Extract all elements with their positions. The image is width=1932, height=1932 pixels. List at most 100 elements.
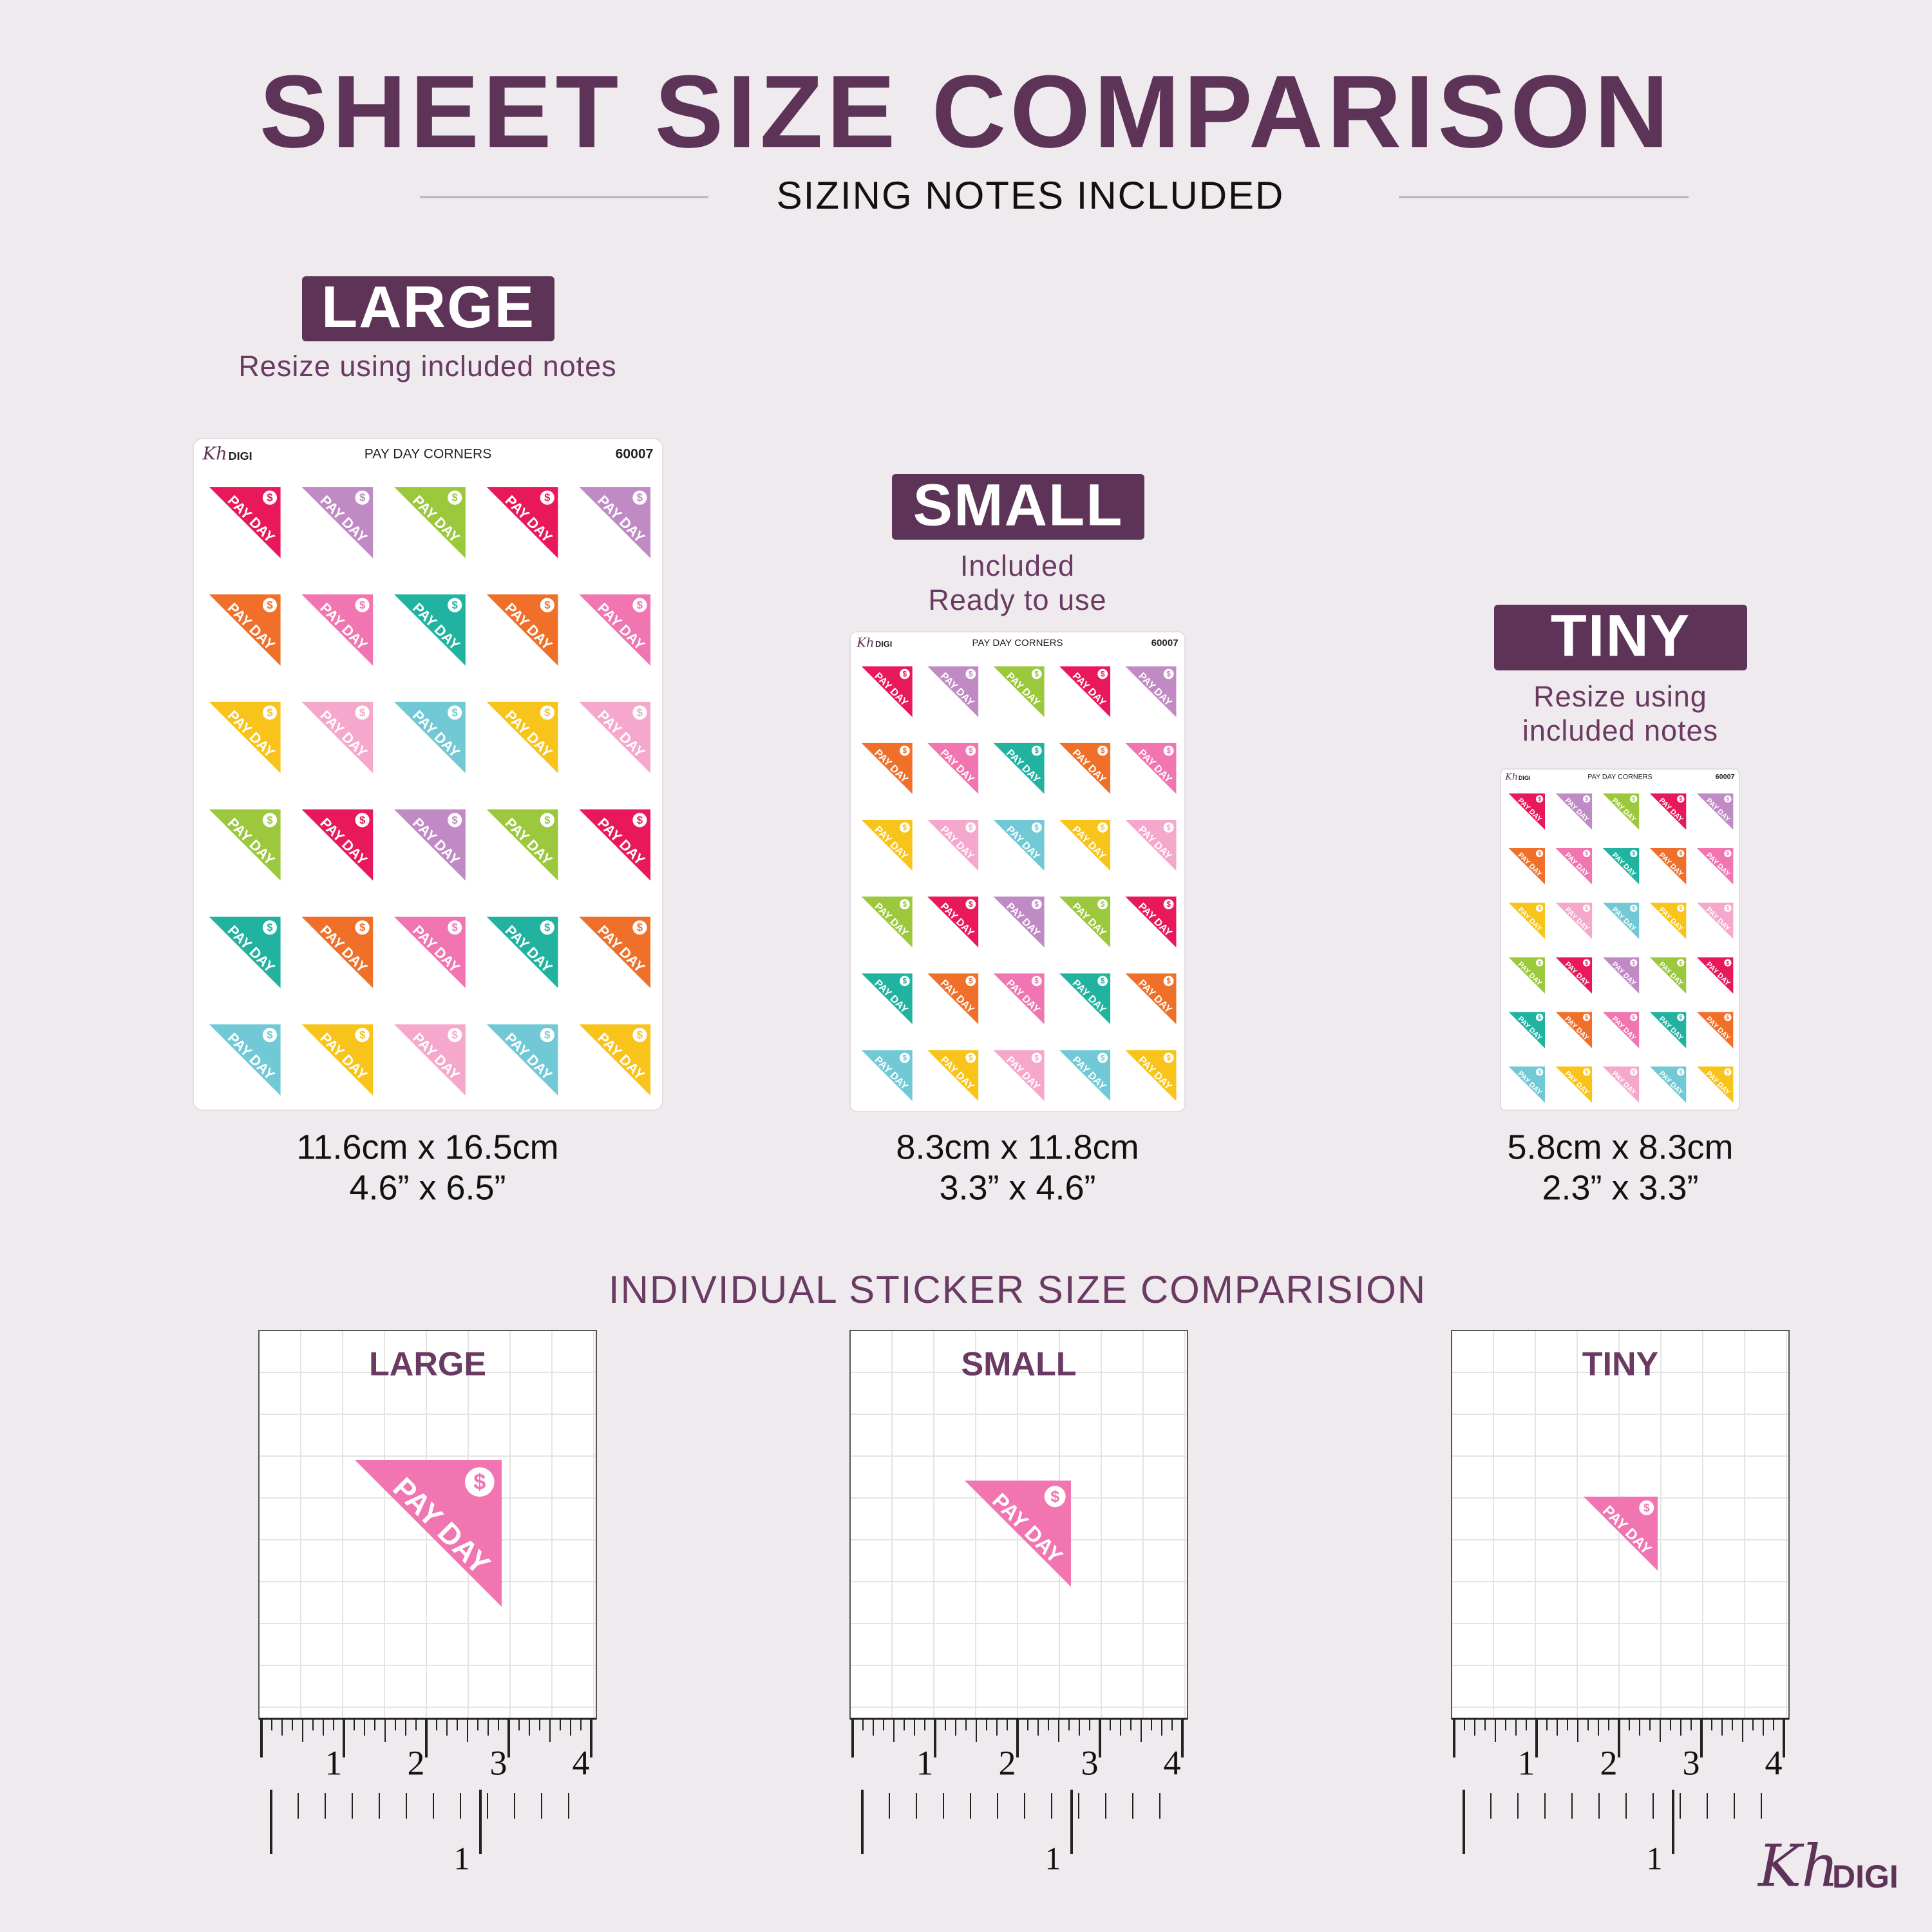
sticker-icon-circle [355, 1028, 370, 1043]
ruler-inch-label: 4 [1765, 1743, 1783, 1782]
sticker-icon: $ [1727, 850, 1730, 857]
sheet-brand-name: DIGI [229, 450, 252, 462]
sticker-shape [927, 743, 979, 794]
sticker-icon: $ [1101, 669, 1105, 678]
sticker-icon: $ [1034, 976, 1039, 985]
sticker-shape [993, 743, 1045, 794]
sticker-icon: $ [903, 823, 907, 832]
sticker-icon-circle [965, 822, 976, 833]
sticker-shape [579, 594, 651, 666]
sticker-icon: $ [969, 746, 973, 755]
sticker-icon-circle [540, 598, 554, 612]
sticker: PAY DAY$ [993, 973, 1045, 1025]
sticker-shape [1649, 957, 1687, 994]
sticker-icon: $ [452, 599, 458, 611]
sticker-icon: $ [359, 599, 365, 611]
sticker-shape [1125, 666, 1177, 717]
sticker-shape [1602, 793, 1640, 830]
sticker-shape [1125, 973, 1177, 1025]
sticker-icon: $ [1538, 905, 1541, 911]
sticker-icon: $ [1538, 1068, 1541, 1075]
sticker-icon-circle [632, 598, 647, 612]
sticker-icon: $ [359, 922, 365, 934]
sticker-icon: $ [1050, 1488, 1059, 1506]
sticker-icon-circle [632, 1028, 647, 1043]
sticker-shape [301, 487, 374, 558]
sticker-shape [1059, 896, 1111, 948]
sticker-shape [993, 973, 1045, 1025]
sticker-icon-circle [1582, 1068, 1591, 1076]
sheet-brand-initials: Kh [856, 635, 874, 650]
sticker-icon-circle [899, 822, 910, 833]
sticker-icon: $ [1632, 905, 1635, 911]
sticker-icon-circle [540, 813, 554, 828]
sticker-icon-circle [1724, 904, 1732, 912]
sticker-icon: $ [473, 1470, 486, 1495]
sheet-brand-initials: Kh [202, 444, 227, 464]
sticker-icon: $ [1538, 1014, 1541, 1021]
sticker-icon-circle [448, 598, 462, 612]
sticker-icon: $ [1034, 900, 1039, 909]
sticker-icon-circle [1535, 849, 1544, 858]
sticker-icon-circle [1031, 976, 1042, 987]
sticker-icon: $ [637, 599, 643, 611]
ruler-inch-label: 3 [1081, 1743, 1099, 1782]
size-badge [302, 276, 554, 341]
sticker-icon: $ [1538, 960, 1541, 966]
sticker-icon-circle [355, 490, 370, 505]
sticker-icon: $ [637, 1029, 643, 1041]
sticker-icon: $ [1101, 1053, 1105, 1062]
sticker-icon-circle [1582, 795, 1591, 803]
sticker-icon-circle [355, 705, 370, 720]
sticker-icon-circle [1163, 899, 1174, 909]
sticker-icon: $ [1727, 960, 1730, 966]
sticker-icon-circle [262, 813, 278, 828]
sticker-icon: $ [1101, 900, 1105, 909]
sticker-icon: $ [1166, 900, 1171, 909]
sticker-icon-circle [1097, 668, 1108, 679]
sticker-icon-circle [1097, 822, 1108, 833]
size-dimensions: 5.8cm x 8.3cm [1507, 1128, 1733, 1166]
sticker-icon-circle [965, 1052, 976, 1063]
sticker-icon: $ [1727, 905, 1730, 911]
sticker-shape [394, 594, 466, 666]
sticker-shape [1602, 1012, 1640, 1048]
sticker-icon-circle [540, 1028, 554, 1043]
sticker-icon-circle [1163, 976, 1174, 987]
size-note: included notes [1522, 714, 1718, 747]
sticker-icon: $ [1727, 1068, 1730, 1075]
sticker-shape [1649, 902, 1687, 940]
sticker-shape [861, 743, 913, 794]
sticker-icon-circle [448, 813, 462, 828]
sticker-shape [209, 487, 281, 558]
sticker-shape [861, 820, 913, 871]
sticker-shape [1125, 896, 1177, 948]
sticker-icon: $ [637, 706, 643, 719]
sticker-shape [1696, 1066, 1734, 1103]
sticker-icon-circle [899, 976, 910, 987]
sticker-icon-circle [1535, 1068, 1544, 1076]
sticker-shape [927, 666, 979, 717]
sticker-icon: $ [969, 976, 973, 985]
size-note: Resize using [1533, 680, 1707, 713]
sticker-icon: $ [1166, 1053, 1171, 1062]
sticker-icon: $ [1166, 746, 1171, 755]
sticker-icon: $ [1101, 976, 1105, 985]
sticker-icon: $ [1679, 960, 1682, 966]
sticker-icon-circle [1724, 1068, 1732, 1076]
sticker-icon: $ [452, 922, 458, 934]
sticker-icon-circle [465, 1467, 495, 1497]
sticker-icon-circle [1630, 849, 1638, 858]
sheet-product: PAY DAY CORNERS [365, 447, 492, 462]
sticker-shape [486, 594, 558, 666]
sticker-icon-circle [448, 490, 462, 505]
sticker-icon-circle [1535, 1014, 1544, 1021]
sticker-shape [1059, 743, 1111, 794]
sticker-icon-circle [1031, 1052, 1042, 1063]
sticker-icon-circle [1677, 795, 1685, 803]
sticker-shape [579, 487, 651, 558]
sticker-icon: $ [544, 491, 550, 504]
sticker-sheet: Kh DIGI PAY DAY CORNERS 60007 PAY DAY$ PAY DA… [849, 631, 1186, 1112]
sticker-shape [993, 1050, 1045, 1101]
